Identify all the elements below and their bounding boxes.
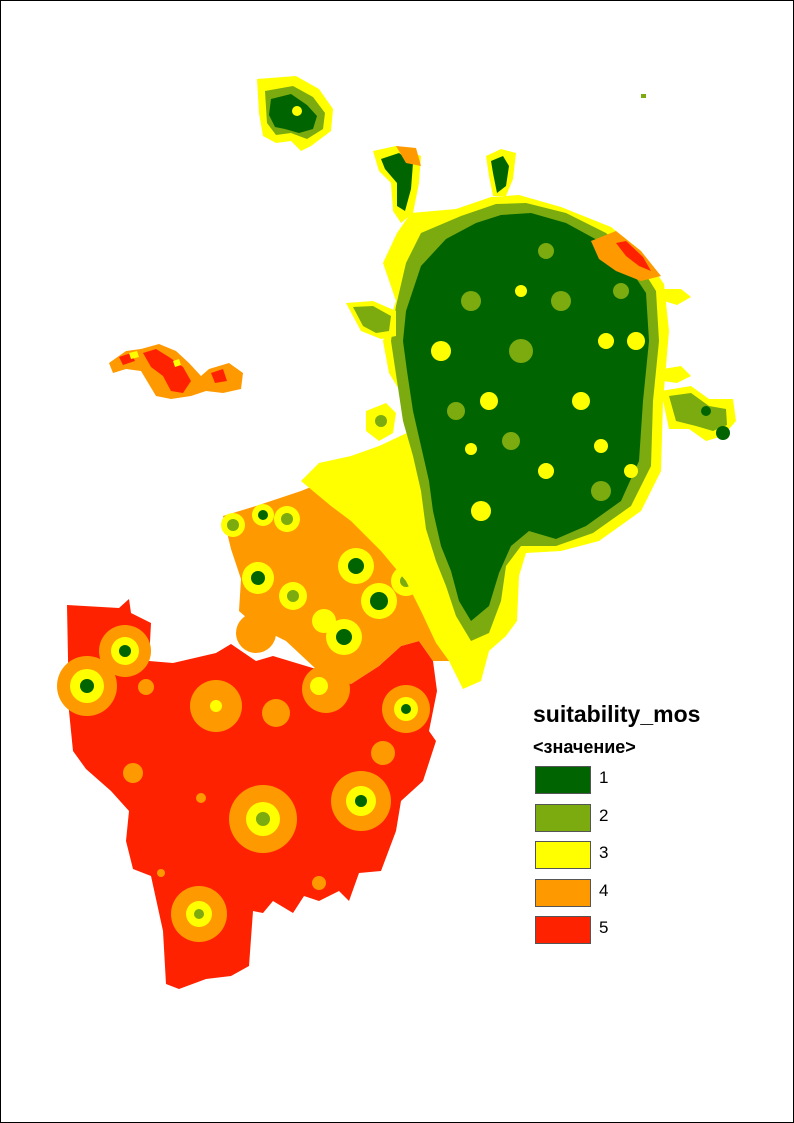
buffer-outer <box>236 613 276 653</box>
legend-swatch <box>535 916 591 944</box>
patch-class-3 <box>431 341 451 361</box>
north-tendril-core <box>381 153 413 211</box>
buffer-core <box>348 558 364 574</box>
legend-subtitle: <значение> <box>533 737 636 757</box>
east-protrusion-core <box>669 393 727 431</box>
buffer-ring <box>210 700 222 712</box>
patch-class-3 <box>465 443 477 455</box>
patch-class-2 <box>509 339 533 363</box>
buffer-outer <box>371 741 395 765</box>
legend-item: 2 <box>533 803 700 842</box>
legend-label: 1 <box>599 768 609 787</box>
buffer-ring <box>312 609 336 633</box>
patch-class-3 <box>572 392 590 410</box>
legend-swatch <box>535 841 591 869</box>
buffer-ring <box>310 677 328 695</box>
buffer-core <box>119 645 131 657</box>
patch-class-1 <box>701 406 711 416</box>
west-island <box>109 344 243 399</box>
buffer-core <box>401 704 411 714</box>
buffer-core <box>287 590 299 602</box>
west-tendril-core <box>353 306 391 333</box>
patch-class-5 <box>616 241 651 271</box>
patch-class-3 <box>627 332 645 350</box>
legend-swatch <box>535 803 591 832</box>
new-moscow-region <box>57 471 471 989</box>
patch-class-2 <box>375 415 387 427</box>
buffer-outer <box>157 869 165 877</box>
north-island <box>257 76 646 151</box>
patch-class-3 <box>538 463 554 479</box>
legend-item: 4 <box>533 878 700 917</box>
east-protrusion <box>663 366 691 383</box>
legend-item: 5 <box>533 916 700 954</box>
buffer-outer <box>138 679 154 695</box>
patch-class-2 <box>613 283 629 299</box>
legend-item: 1 <box>533 766 700 804</box>
patch-class-3 <box>594 439 608 453</box>
map-legend: suitability_mos <значение> 1 2 3 4 5 <box>533 698 700 954</box>
buffer-core <box>336 629 352 645</box>
buffer-outer <box>262 699 290 727</box>
patch-class-3 <box>598 333 614 349</box>
island-class-3 <box>129 351 139 359</box>
legend-item: 3 <box>533 841 700 879</box>
tiny-patch <box>641 94 646 98</box>
patch-class-3 <box>292 106 302 116</box>
buffer-core <box>281 513 293 525</box>
patch-class-2 <box>447 402 465 420</box>
buffer-outer <box>196 793 206 803</box>
patch-class-3 <box>515 285 527 297</box>
island-class-5 <box>143 349 191 393</box>
patch-class-3 <box>471 501 491 521</box>
patch-class-3 <box>480 392 498 410</box>
legend-label: 4 <box>599 880 609 900</box>
legend-label: 2 <box>599 805 609 825</box>
east-protrusion <box>663 289 691 305</box>
island-class-5 <box>211 369 227 383</box>
buffer-core <box>227 519 239 531</box>
region-class-1 <box>403 213 649 621</box>
patch-class-3 <box>624 464 638 478</box>
legend-items: 1 2 3 4 5 <box>533 766 700 954</box>
patch-class-2 <box>461 291 481 311</box>
patch-class-1 <box>716 426 730 440</box>
legend-swatch <box>535 766 591 794</box>
patch-class-4 <box>396 146 421 166</box>
legend-swatch <box>535 878 591 907</box>
buffer-core <box>80 679 94 693</box>
patch-class-2 <box>591 481 611 501</box>
legend-label: 5 <box>599 918 609 937</box>
island-class-3 <box>173 359 181 367</box>
legend-label: 3 <box>599 843 609 862</box>
buffer-core <box>256 812 270 826</box>
old-moscow-region <box>301 146 736 689</box>
buffer-core <box>194 909 204 919</box>
patch-class-2 <box>538 243 554 259</box>
buffer-outer <box>123 763 143 783</box>
buffer-core <box>258 510 268 520</box>
north-tendril-core <box>491 156 509 193</box>
patch-class-2 <box>551 291 571 311</box>
legend-title: suitability_mos <box>533 701 701 727</box>
buffer-outer <box>312 876 326 890</box>
buffer-core <box>251 571 265 585</box>
buffer-core <box>355 795 367 807</box>
patch-class-2 <box>502 432 520 450</box>
buffer-core <box>370 592 388 610</box>
